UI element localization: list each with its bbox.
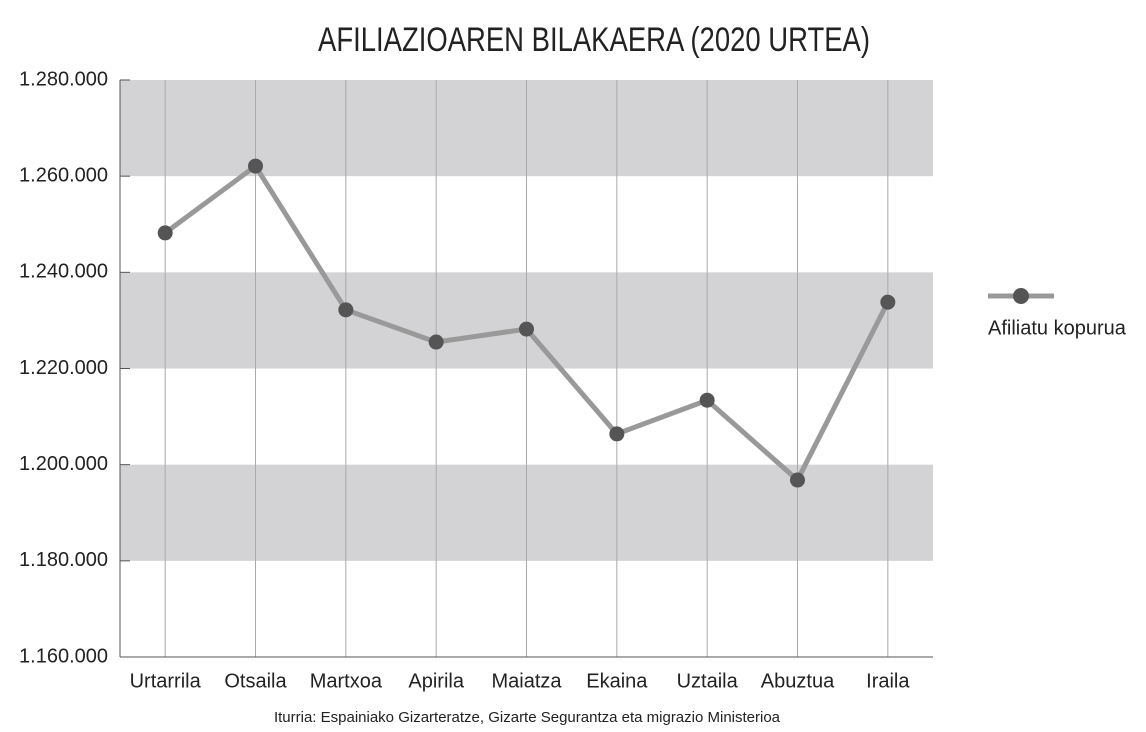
data-point (699, 392, 715, 408)
x-tick-label: Apirila (408, 670, 464, 692)
data-point (880, 294, 896, 310)
data-point (790, 472, 805, 488)
legend-label: Afiliatu kopurua (988, 317, 1127, 339)
data-point (519, 321, 534, 337)
x-tick-label: Maiatza (491, 670, 562, 692)
x-tick-label: Abuztua (761, 670, 835, 692)
x-tick-label: Martxoa (310, 670, 383, 692)
x-tick-label: Otsaila (224, 670, 287, 692)
y-tick-label: 1.260.000 (19, 164, 108, 186)
x-tick-label: Uztaila (677, 670, 739, 692)
y-tick-label: 1.280.000 (19, 68, 108, 90)
x-tick-label: Ekaina (586, 670, 648, 692)
source-note: Iturria: Espainiako Gizarteratze, Gizart… (274, 709, 781, 726)
x-tick-label: Urtarrila (130, 670, 202, 692)
data-point (609, 426, 625, 442)
y-tick-label: 1.240.000 (19, 261, 108, 283)
y-tick-label: 1.220.000 (19, 357, 108, 379)
data-point (428, 334, 444, 350)
y-tick-label: 1.200.000 (19, 453, 108, 475)
data-point (157, 225, 173, 241)
y-tick-label: 1.160.000 (19, 645, 108, 667)
x-tick-label: Iraila (866, 670, 910, 692)
data-point (338, 302, 354, 318)
data-point (248, 158, 263, 174)
legend-marker (1013, 288, 1029, 304)
chart-title: AFILIAZIOAREN BILAKAERA (2020 URTEA) (318, 21, 870, 59)
y-tick-label: 1.180.000 (19, 549, 108, 571)
